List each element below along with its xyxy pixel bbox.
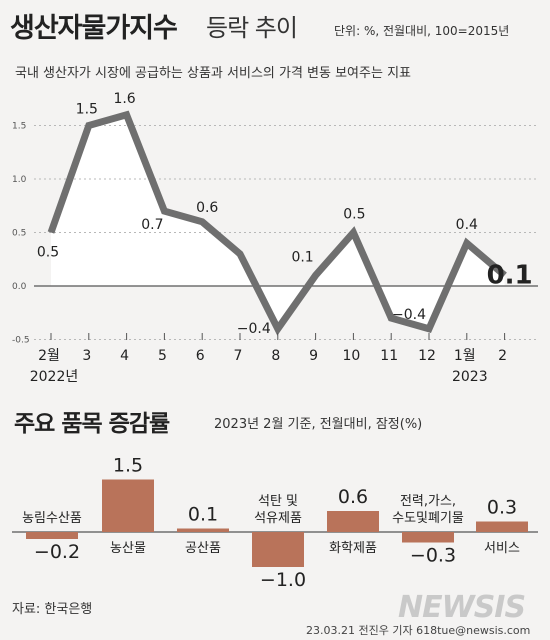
bar-value-label: −0.2 (34, 541, 80, 563)
chart-description: 국내 생산자가 시장에 공급하는 상품과 서비스의 가격 변동 보여주는 지표 (15, 66, 411, 81)
data-label: 0.5 (37, 245, 59, 261)
bar-value-label: −0.3 (410, 545, 456, 567)
data-label: 0.1 (487, 260, 533, 290)
data-label: −0.4 (392, 307, 426, 323)
data-label: 0.5 (343, 207, 365, 223)
data-label: 1.6 (113, 91, 135, 107)
x-tick-label: 1월 (454, 348, 476, 364)
bar (177, 528, 229, 532)
bar (102, 479, 154, 532)
y-tick-label: 1.5 (12, 122, 26, 132)
line-chart: 1.5 1.0 0.5 0.0 -0.5 0.5 1.5 1.6 0.7 0.6 −0.4 0.1 0.… (12, 91, 538, 385)
bar-value-label: 1.5 (113, 455, 143, 477)
x-tick-label: 7 (234, 348, 243, 364)
bar-category-label: 석탄 및 (258, 494, 298, 509)
bar (26, 532, 78, 539)
y-tick-label: 0.5 (12, 229, 26, 239)
bar-category-label: 수도및폐기물 (392, 511, 464, 526)
bar-category-label: 농림수산품 (22, 511, 82, 526)
x-tick-label: 6 (196, 348, 205, 364)
x-tick-label: 2 (498, 348, 507, 364)
x-tick-label: 3 (82, 348, 91, 364)
data-label: 0.4 (456, 217, 478, 233)
x-tick-label: 2월 (38, 348, 60, 364)
bar (402, 532, 454, 543)
data-label: 0.7 (141, 217, 163, 233)
bar-value-label: 0.3 (487, 497, 517, 519)
data-label: 0.6 (196, 200, 218, 216)
newsis-logo: NEWSIS (398, 590, 526, 625)
bar-value-label: 0.1 (188, 504, 218, 526)
y-tick-label: 1.0 (12, 175, 27, 185)
x-tick-label: 4 (120, 348, 129, 364)
page-subtitle: 등락 추이 (206, 14, 298, 42)
line-chart-area (51, 114, 505, 329)
bar-value-label: 0.6 (338, 486, 368, 508)
bar-chart-title: 주요 품목 증감률 (14, 411, 170, 437)
bar (327, 511, 379, 532)
unit-note: 단위: %, 전월대비, 100=2015년 (334, 24, 510, 38)
x-tick-label: 12 (418, 348, 436, 364)
data-label: 1.5 (76, 102, 98, 118)
x-year-label: 2023 (452, 369, 488, 385)
x-year-label: 2022년 (30, 369, 79, 385)
x-tick-label: 8 (271, 348, 280, 364)
y-tick-label: -0.5 (12, 336, 30, 346)
x-tick-label: 11 (380, 348, 398, 364)
page-title: 생산자물가지수 (10, 13, 178, 44)
x-tick-label: 5 (158, 348, 167, 364)
bar-category-label: 농산물 (110, 541, 146, 556)
data-label: −0.4 (237, 321, 271, 337)
x-tick-label: 9 (309, 348, 318, 364)
bar-category-label: 화학제품 (329, 541, 377, 556)
bar-value-label: −1.0 (260, 569, 306, 591)
bar-chart-note: 2023년 2월 기준, 전월대비, 잠정(%) (214, 417, 423, 432)
bar (252, 532, 304, 567)
credit-line: 23.03.21 전진우 기자 618tue@newsis.com (306, 624, 531, 637)
source-note: 자료: 한국은행 (12, 602, 93, 617)
bar (476, 521, 528, 532)
data-label: 0.1 (291, 249, 313, 265)
bar-category-label: 전력,가스, (400, 494, 456, 509)
series-line (47, 110, 507, 336)
bar-category-label: 공산품 (185, 541, 221, 556)
x-tick-label: 10 (342, 348, 360, 364)
bar-category-label: 서비스 (484, 541, 520, 556)
bar-category-label: 석유제품 (254, 511, 302, 526)
y-tick-label: 0.0 (12, 282, 27, 292)
